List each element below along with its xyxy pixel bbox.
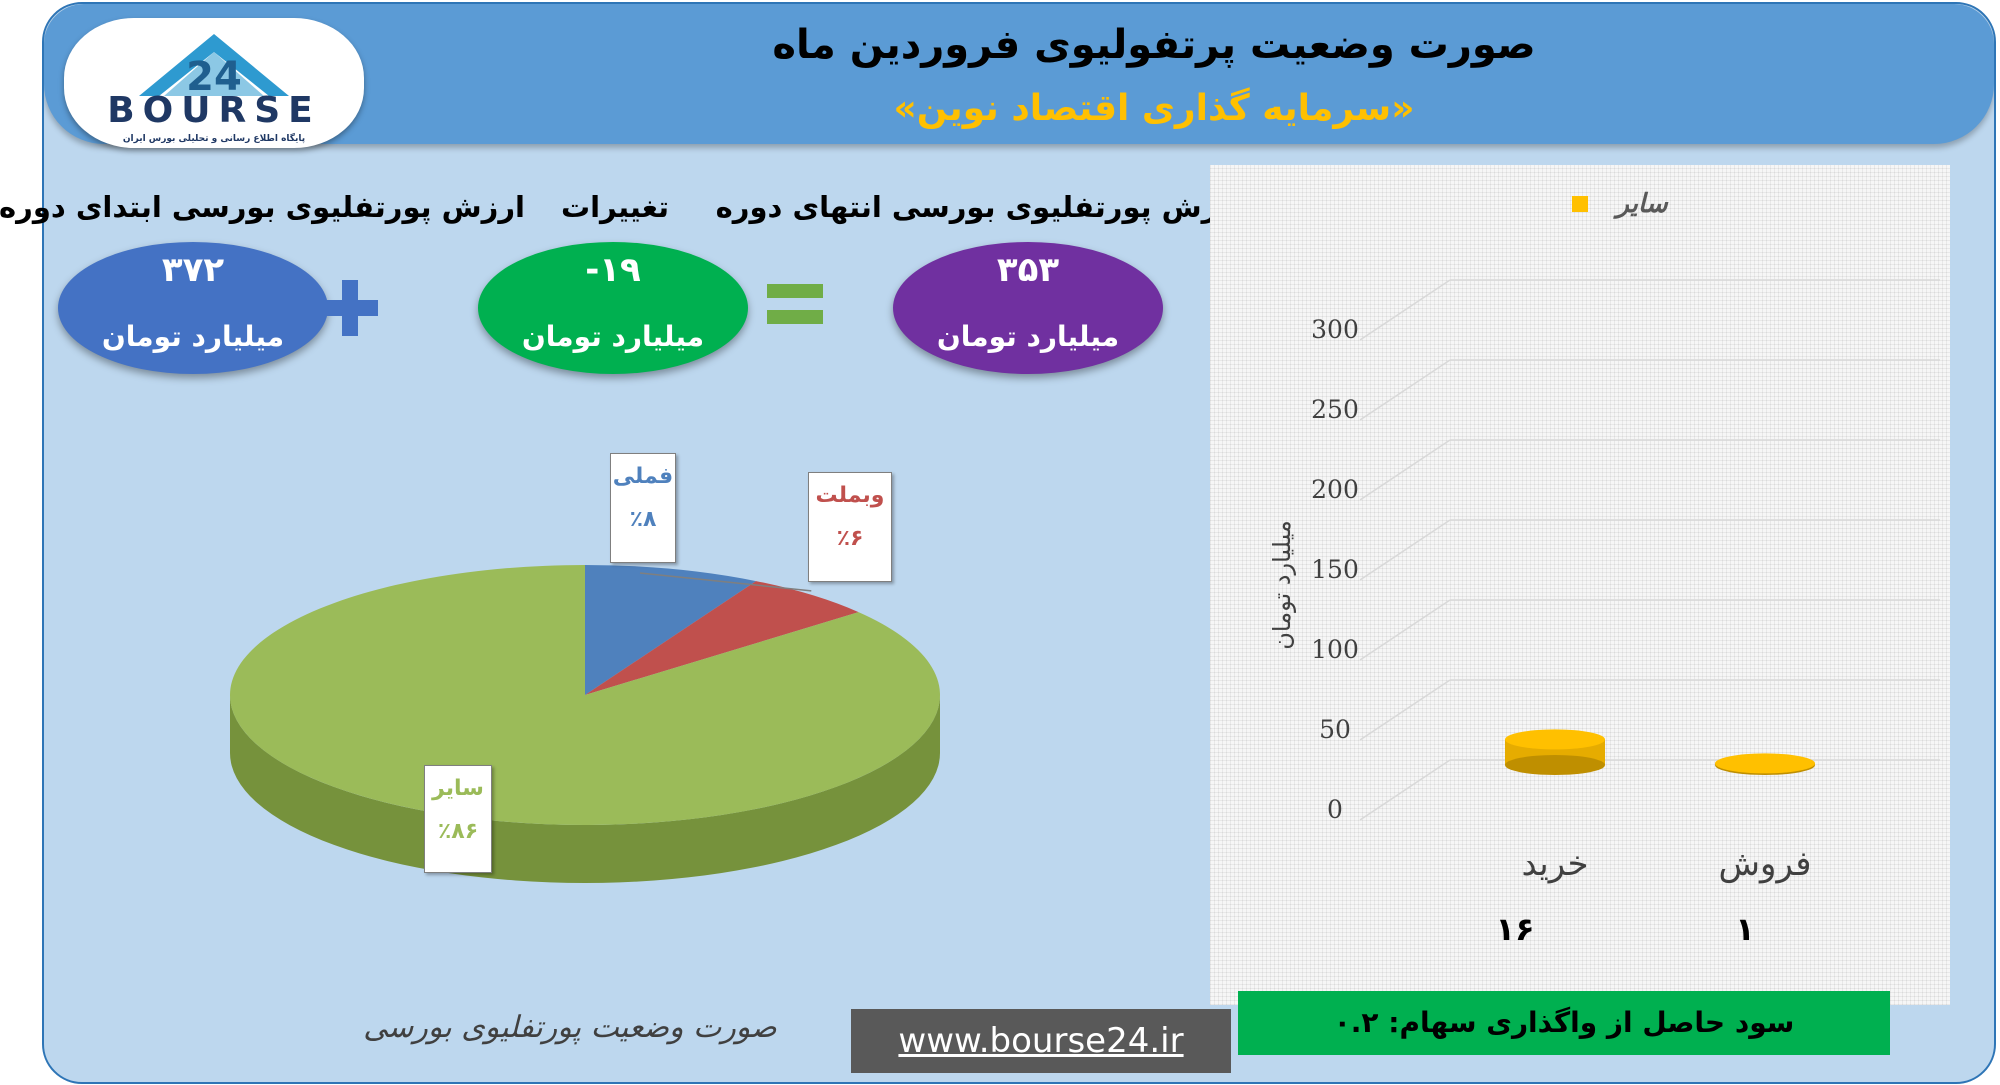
pie-leader-1 [639, 572, 812, 592]
pie-slice-0 [585, 565, 757, 695]
bar-ytick-label: 300 [1311, 315, 1359, 344]
bar-ytick-label: 200 [1311, 475, 1359, 504]
bar-ytick-label: 50 [1319, 715, 1351, 744]
profit-box: سود حاصل از واگذاری سهام: ۰.۲ [1238, 991, 1890, 1055]
logo-text: BOURSE [107, 90, 321, 131]
website-link[interactable]: www.bourse24.ir [851, 1009, 1231, 1073]
bar-category-label: خرید [1521, 844, 1588, 884]
bar-base-0 [1505, 755, 1605, 775]
pie-side-2 [230, 695, 940, 883]
bar-category-label: فروش [1719, 844, 1812, 884]
pie-label-vebemellat-value: ٪۶ [836, 526, 864, 551]
pie-label-other-value: ٪۸۶ [437, 819, 479, 844]
start-value-unit: میلیارد تومان [101, 320, 285, 353]
change-value-unit: میلیارد تومان [521, 320, 705, 353]
portfolio-pie-chart [230, 565, 940, 883]
equals-icon [767, 284, 823, 324]
bar-grid-diag [1359, 679, 1451, 741]
pie-label-other-name: سایر [432, 776, 484, 801]
logo-mark: 24 [186, 54, 242, 100]
bar-ytick-label: 150 [1311, 555, 1359, 584]
bar-top-0 [1505, 729, 1605, 750]
end-value-unit: میلیارد تومان [936, 320, 1120, 353]
bar-ylabel: میلیارد تومان [1268, 520, 1296, 649]
start-value-label: ارزش پورتفلیوی بورسی ابتدای دوره [0, 190, 525, 224]
bar-legend-swatch [1572, 196, 1588, 212]
pie-slice-2 [230, 565, 940, 825]
bar-value-label: ۱۶ [1495, 910, 1534, 948]
bar-legend-label: سایر [1612, 189, 1669, 219]
bar-grid-diag [1359, 519, 1451, 581]
change-value: -۱۹ [585, 250, 641, 290]
trade-bar-chart: سایر 300 250 200 150 100 50 0 میلیارد تومان خرید ۱… [1268, 189, 1940, 948]
bar-grid-diag [1359, 279, 1451, 341]
bar-grid-diag [1359, 599, 1451, 661]
pie-label-fameli: فملی ٪۸ [610, 453, 676, 563]
logo-tagline: پایگاه اطلاع رسانی و تحلیلی بورس ایران [122, 134, 306, 144]
pie-label-fameli-value: ٪۸ [629, 507, 657, 532]
bar-value-label: ۱ [1735, 910, 1755, 948]
pie-label-fameli-name: فملی [612, 464, 674, 489]
change-label: تغییرات [560, 190, 670, 224]
header-banner: 24 BOURSE پایگاه اطلاع رسانی و تحلیلی بو… [44, 4, 1994, 148]
pie-slice-1 [585, 581, 859, 695]
plus-icon [322, 280, 378, 336]
bar-grid-diag [1359, 359, 1451, 421]
end-value: ۳۵۳ [996, 250, 1060, 290]
bar-top-1 [1715, 753, 1815, 774]
page-subtitle: «سرمایه گذاری اقتصاد نوین» [893, 88, 1415, 129]
pie-caption: صورت وضعیت پورتفلیوی بورسی [363, 1010, 777, 1045]
end-value-ellipse: ۳۵۳ میلیارد تومان [893, 242, 1163, 374]
bar-ytick-label: 250 [1311, 395, 1359, 424]
end-value-label: ارزش پورتفلیوی بورسی انتهای دوره [715, 190, 1245, 224]
bar-ytick-label: 100 [1311, 635, 1359, 664]
page-title: صورت وضعیت پرتفولیوی فروردین ماه [772, 22, 1536, 68]
bar-grid-diag [1359, 759, 1451, 821]
pie-label-vebemellat-name: وبملت [815, 483, 885, 508]
pie-label-other: سایر ٪۸۶ [424, 765, 492, 873]
bar-grid-diag [1359, 439, 1451, 501]
start-value: ۳۷۲ [161, 250, 225, 290]
pie-label-vebemellat: وبملت ٪۶ [808, 472, 892, 582]
logo-roof-icon: 24 [139, 34, 289, 100]
change-value-ellipse: -۱۹ میلیارد تومان [478, 242, 748, 374]
bar-ytick-label: 0 [1327, 795, 1343, 824]
trade-bar-chart-panel: سایر 300 250 200 150 100 50 0 میلیارد تومان خرید ۱… [1210, 165, 1950, 1005]
start-value-ellipse: ۳۷۲ میلیارد تومان [58, 242, 328, 374]
bourse24-logo: 24 BOURSE پایگاه اطلاع رسانی و تحلیلی بو… [64, 18, 364, 148]
